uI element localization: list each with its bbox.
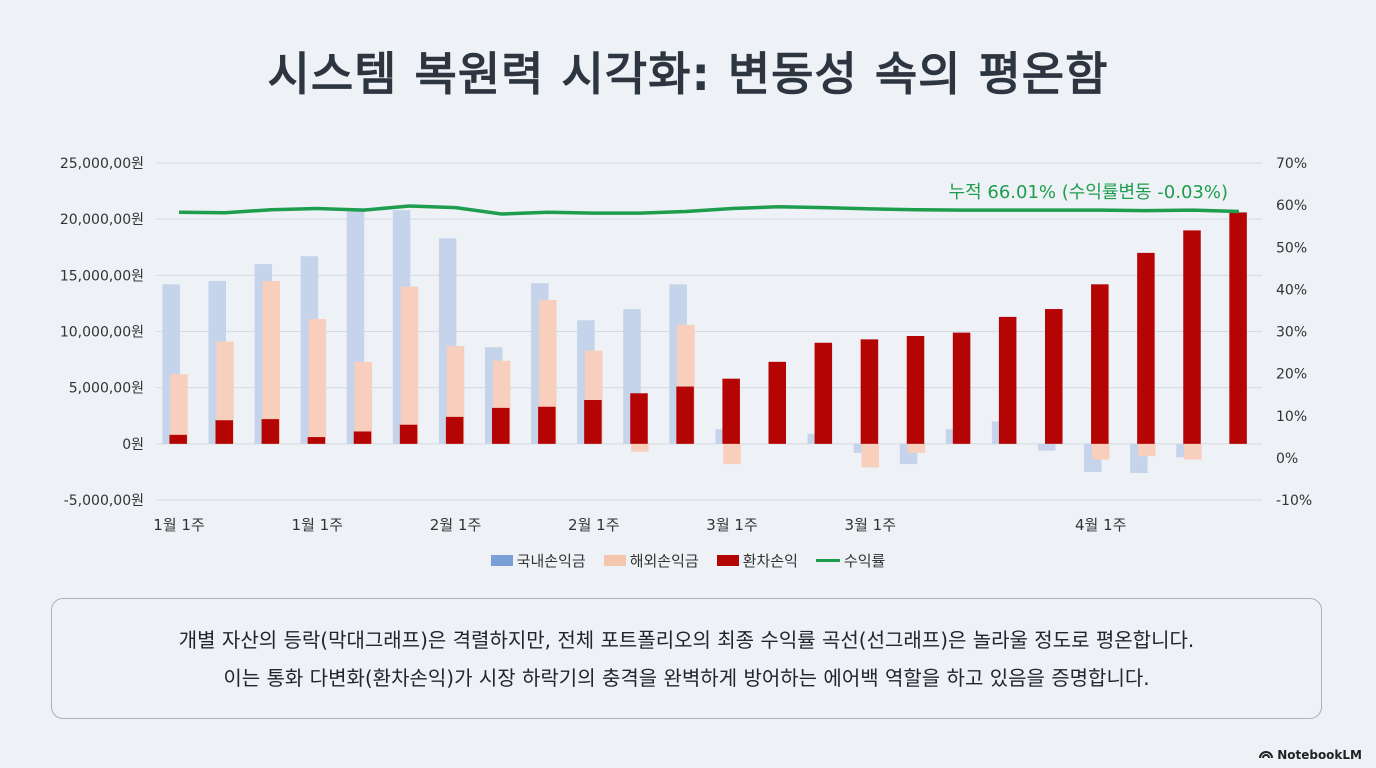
y-right-tick-label: 0% bbox=[1276, 451, 1298, 467]
y-left-tick-label: 10,000,00원 bbox=[60, 325, 144, 341]
bar-fx bbox=[952, 332, 971, 444]
legend-label-fx: 환차손익 bbox=[742, 552, 798, 570]
y-right-tick-label: 30% bbox=[1276, 325, 1307, 341]
y-left-tick-label: -5,000,00원 bbox=[64, 493, 144, 509]
y-right-tick-label: -10% bbox=[1276, 493, 1312, 509]
bar-foreign bbox=[170, 374, 188, 444]
bar-fx bbox=[1137, 252, 1155, 444]
x-tick-label: 1월 1주 bbox=[153, 516, 204, 534]
x-tick-label: 1월 1주 bbox=[292, 516, 343, 534]
bar-foreign bbox=[907, 443, 926, 453]
bar-fx bbox=[399, 424, 418, 444]
legend-item-fx: 환차손익 bbox=[716, 550, 798, 571]
y-right-tick-label: 70% bbox=[1276, 156, 1307, 172]
legend-swatch-return bbox=[815, 559, 840, 562]
legend-label-domestic: 국내손익금 bbox=[516, 552, 586, 570]
bar-fx bbox=[630, 393, 648, 444]
legend-label-foreign: 해외손익금 bbox=[629, 552, 699, 570]
y-left-tick-label: 20,000,00원 bbox=[60, 212, 144, 228]
bar-fx bbox=[1044, 309, 1063, 444]
y-right-tick-label: 60% bbox=[1276, 198, 1307, 214]
y-right-tick-label: 50% bbox=[1276, 240, 1307, 256]
bar-foreign bbox=[723, 443, 741, 465]
summary-line-2: 이는 통화 다변화(환차손익)가 시장 하락기의 충격을 완벽하게 방어하는 에… bbox=[223, 665, 1150, 690]
bar-fx bbox=[353, 431, 372, 444]
x-tick-label: 2월 1주 bbox=[430, 516, 481, 534]
bar-fx bbox=[676, 386, 694, 444]
legend-swatch-fx bbox=[716, 555, 739, 566]
notebooklm-logo-icon bbox=[1259, 748, 1274, 762]
legend-item-domestic: 국내손익금 bbox=[490, 550, 586, 571]
bar-fx bbox=[1183, 230, 1201, 444]
bar-foreign bbox=[861, 443, 880, 468]
bar-domestic bbox=[1037, 443, 1056, 451]
legend-item-return: 수익률 bbox=[815, 550, 886, 571]
bar-fx bbox=[1091, 284, 1109, 444]
legend-swatch-foreign bbox=[603, 555, 626, 566]
bar-fx bbox=[1229, 212, 1247, 444]
bar-fx bbox=[906, 335, 925, 444]
y-left-tick-label: 15,000,00원 bbox=[60, 268, 144, 284]
line-return bbox=[179, 204, 1240, 216]
x-tick-label: 3월 1주 bbox=[845, 516, 896, 534]
page-title: 시스템 복원력 시각화: 변동성 속의 평온함 bbox=[267, 47, 1109, 101]
y-left-tick-label: 0원 bbox=[122, 437, 144, 453]
summary-note: 개별 자산의 등락(막대그래프)은 격렬하지만, 전체 포트폴리오의 최종 수익… bbox=[51, 598, 1322, 719]
bar-foreign bbox=[631, 443, 649, 452]
bar-foreign bbox=[262, 280, 280, 444]
bar-fx bbox=[169, 434, 187, 444]
legend-item-foreign: 해외손익금 bbox=[603, 550, 699, 571]
bar-foreign bbox=[1091, 443, 1110, 460]
bar-fx bbox=[768, 361, 787, 444]
bar-fx bbox=[491, 407, 510, 444]
combo-chart: 25,000,00원 20,000,00원 15,000,00원 10,000,00원… bbox=[60, 156, 1312, 534]
legend-label-return: 수익률 bbox=[843, 552, 886, 570]
brand-name: NotebookLM bbox=[1277, 748, 1362, 762]
bar-fx bbox=[860, 339, 879, 444]
cumulative-return-annotation: 누적 66.01% (수익률변동 -0.03%) bbox=[949, 182, 1228, 203]
bar-fx bbox=[215, 420, 234, 444]
legend-swatch-domestic bbox=[490, 555, 513, 566]
bar-fx bbox=[722, 378, 740, 444]
bar-foreign bbox=[308, 319, 327, 444]
y-right-tick-label: 40% bbox=[1276, 282, 1307, 298]
x-tick-label: 3월 1주 bbox=[706, 516, 757, 534]
y-left-tick-label: 5,000,00원 bbox=[69, 381, 144, 397]
bar-fx bbox=[445, 416, 464, 444]
brand-mark: NotebookLM bbox=[1259, 748, 1362, 762]
bar-foreign bbox=[1138, 443, 1156, 457]
bar-foreign bbox=[354, 361, 373, 444]
bar-foreign bbox=[216, 341, 234, 444]
bar-foreign bbox=[1184, 443, 1202, 460]
bar-fx bbox=[261, 419, 280, 444]
y-right-tick-label: 20% bbox=[1276, 367, 1307, 383]
bar-fx bbox=[307, 437, 326, 444]
y-right-tick-label: 10% bbox=[1276, 409, 1307, 425]
bar-fx bbox=[584, 400, 602, 444]
bar-foreign bbox=[400, 286, 419, 444]
x-tick-label: 4월 1주 bbox=[1075, 516, 1126, 534]
bar-fx bbox=[538, 406, 556, 444]
bar-fx bbox=[998, 316, 1017, 444]
summary-line-1: 개별 자산의 등락(막대그래프)은 격렬하지만, 전체 포트폴리오의 최종 수익… bbox=[178, 627, 1195, 652]
bar-fx bbox=[814, 342, 833, 444]
y-left-tick-label: 25,000,00원 bbox=[60, 156, 144, 172]
x-tick-label: 2월 1주 bbox=[568, 516, 619, 534]
chart-legend: 국내손익금 해외손익금 환차손익 수익률 bbox=[0, 550, 1376, 571]
